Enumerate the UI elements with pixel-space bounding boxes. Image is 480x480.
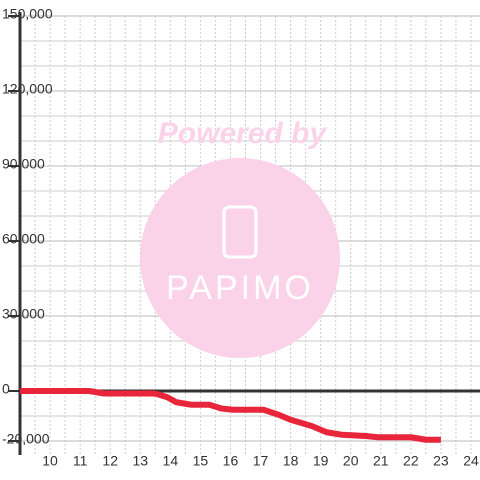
x-tick-label: 13 xyxy=(132,453,148,469)
x-tick-label: 21 xyxy=(373,453,389,469)
x-tick-label: 16 xyxy=(223,453,239,469)
x-tick-label: 10 xyxy=(42,453,58,469)
x-tick-label: 11 xyxy=(73,453,88,469)
y-tick-label: 60,000 xyxy=(2,231,45,247)
x-tick-label: 22 xyxy=(403,453,419,469)
watermark-text: Powered by xyxy=(158,117,328,150)
x-tick-label: 15 xyxy=(193,453,209,469)
y-tick-label: 30,000 xyxy=(2,306,45,322)
x-tick-label: 12 xyxy=(102,453,118,469)
x-tick-label: 23 xyxy=(433,453,449,469)
x-tick-label: 20 xyxy=(343,453,359,469)
x-tick-label: 24 xyxy=(463,453,479,469)
x-tick-label: 17 xyxy=(253,453,269,469)
y-tick-label: 0 xyxy=(2,381,10,397)
watermark-logo: PAPIMO xyxy=(166,269,314,307)
y-tick-label: 90,000 xyxy=(2,156,45,172)
x-tick-label: 14 xyxy=(163,453,179,469)
watermark: Powered by PAPIMO xyxy=(140,117,340,358)
line xyxy=(20,388,441,443)
y-tick-label: 120,000 xyxy=(2,81,53,97)
x-tick-label: 19 xyxy=(313,453,329,469)
y-tick-label: 150,000 xyxy=(2,6,53,22)
x-tick-label: 18 xyxy=(283,453,299,469)
watermark-phone xyxy=(222,205,258,259)
y-tick-label: -20,000 xyxy=(2,431,50,447)
